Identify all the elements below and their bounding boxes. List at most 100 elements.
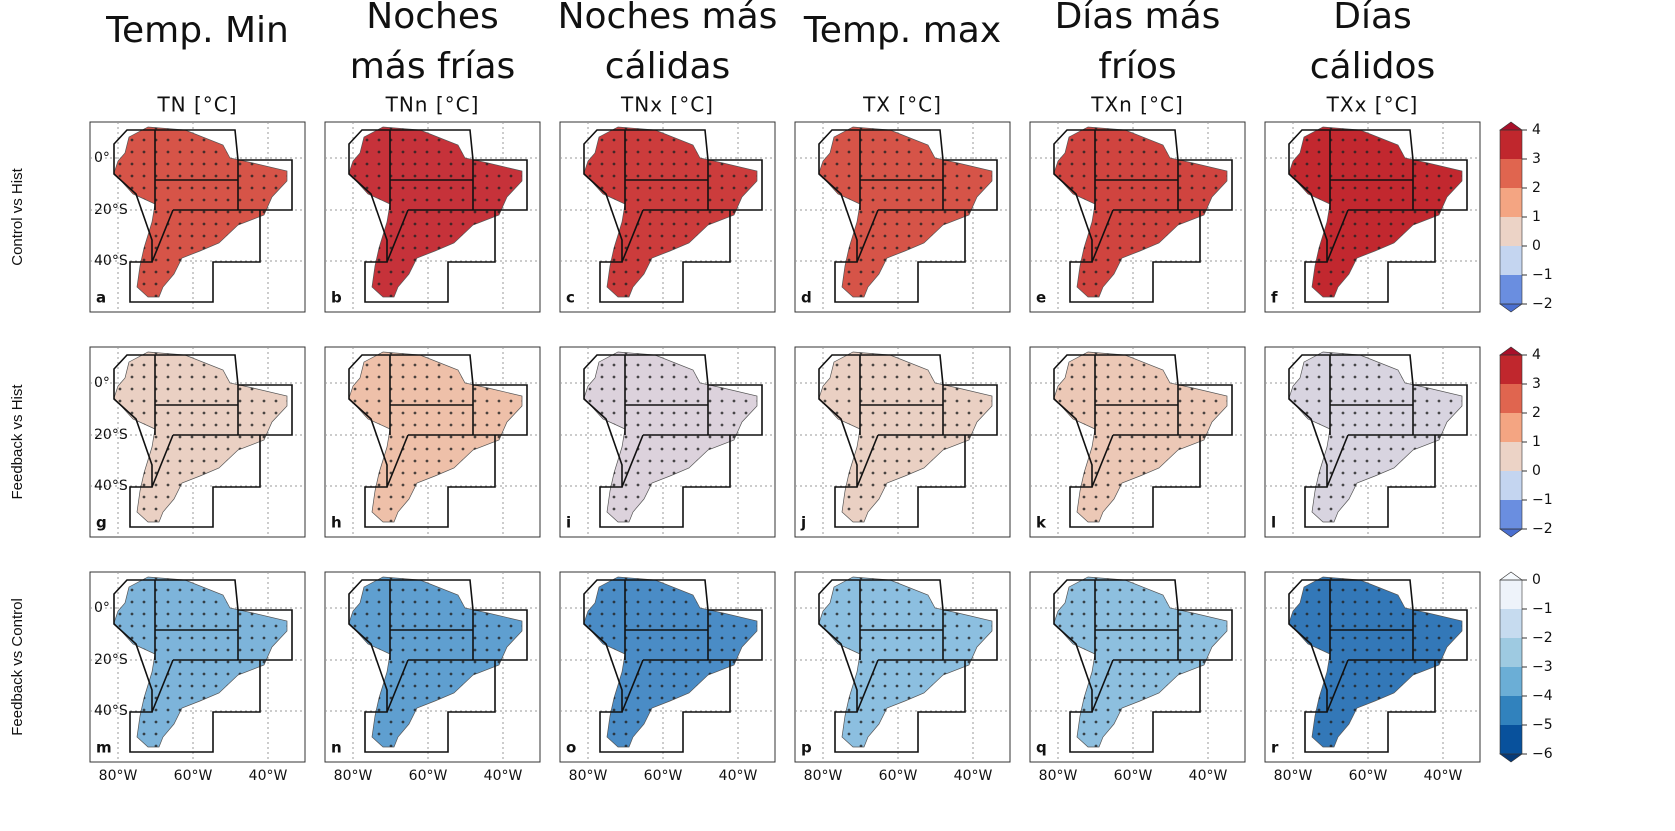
lat-tick-label: 40°S bbox=[94, 478, 128, 494]
colorbar-tick-label: 1 bbox=[1532, 434, 1541, 450]
colorbar-segment bbox=[1500, 275, 1522, 304]
colorbar-segment bbox=[1500, 471, 1522, 500]
colorbar-extension bbox=[1500, 529, 1522, 537]
lat-tick-label: 40°S bbox=[94, 253, 128, 269]
lat-tick-label: 0° bbox=[94, 150, 110, 166]
colorbar-tick-label: −5 bbox=[1532, 717, 1553, 733]
panel-letter: l bbox=[1271, 514, 1276, 532]
column-subtitle: TNn [°C] bbox=[385, 93, 480, 117]
panel-letter: p bbox=[801, 739, 812, 757]
colorbar-tick-label: 3 bbox=[1532, 376, 1541, 392]
column-title: más frías bbox=[350, 46, 516, 87]
map-panel: e bbox=[1030, 122, 1245, 312]
column-subtitle: TXn [°C] bbox=[1090, 93, 1184, 117]
map-panel: g0°20°S40°S bbox=[90, 347, 305, 537]
map-panel: i bbox=[560, 347, 775, 537]
map-panel: d bbox=[795, 122, 1010, 312]
map-panel: k bbox=[1030, 347, 1245, 537]
lon-tick-label: 40°W bbox=[484, 768, 523, 784]
colorbar-segment bbox=[1500, 638, 1522, 667]
lon-tick-label: 80°W bbox=[569, 768, 608, 784]
lon-tick-label: 40°W bbox=[1189, 768, 1228, 784]
lon-tick-label: 80°W bbox=[804, 768, 843, 784]
map-panel: h bbox=[325, 347, 540, 537]
colorbar-tick-label: −6 bbox=[1532, 746, 1553, 762]
colorbar-tick-label: 0 bbox=[1532, 463, 1541, 479]
panel-letter: h bbox=[331, 514, 342, 532]
column-title: fríos bbox=[1098, 46, 1176, 87]
colorbar-tick-label: −1 bbox=[1532, 267, 1553, 283]
lon-tick-label: 60°W bbox=[409, 768, 448, 784]
lat-tick-label: 20°S bbox=[94, 202, 128, 218]
lon-tick-label: 40°W bbox=[954, 768, 993, 784]
lon-tick-label: 80°W bbox=[1039, 768, 1078, 784]
lon-tick-label: 60°W bbox=[174, 768, 213, 784]
row-label: Control vs Hist bbox=[9, 167, 26, 265]
colorbar-segment bbox=[1500, 609, 1522, 638]
colorbar-segment bbox=[1500, 442, 1522, 471]
column-subtitle: TXx [°C] bbox=[1326, 93, 1419, 117]
panel-letter: c bbox=[566, 289, 575, 307]
colorbar-tick-label: 0 bbox=[1532, 572, 1541, 588]
colorbar-segment bbox=[1500, 667, 1522, 696]
colorbar-tick-label: 2 bbox=[1532, 405, 1541, 421]
colorbar-tick-label: −2 bbox=[1532, 521, 1553, 537]
column-title: Temp. max bbox=[803, 10, 1001, 51]
panel-letter: m bbox=[96, 739, 112, 757]
panel-letter: n bbox=[331, 739, 342, 757]
map-panel: f bbox=[1265, 122, 1480, 312]
colorbar-segment bbox=[1500, 725, 1522, 754]
panel-letter: q bbox=[1036, 739, 1047, 757]
colorbar-segment bbox=[1500, 217, 1522, 246]
colorbar-tick-label: 2 bbox=[1532, 180, 1541, 196]
lon-tick-label: 40°W bbox=[249, 768, 288, 784]
lon-tick-label: 40°W bbox=[1424, 768, 1463, 784]
colorbar-tick-label: −3 bbox=[1532, 659, 1553, 675]
column-title: Noches bbox=[366, 0, 498, 37]
row-label: Feedback vs Hist bbox=[9, 384, 26, 500]
column-title: Temp. Min bbox=[105, 10, 289, 51]
colorbar-extension bbox=[1500, 304, 1522, 312]
lat-tick-label: 0° bbox=[94, 375, 110, 391]
lat-tick-label: 40°S bbox=[94, 703, 128, 719]
colorbar-tick-label: −1 bbox=[1532, 492, 1553, 508]
column-title: cálidas bbox=[605, 46, 731, 87]
map-panel: l bbox=[1265, 347, 1480, 537]
colorbar-segment bbox=[1500, 246, 1522, 275]
map-panel: c bbox=[560, 122, 775, 312]
colorbar-extension bbox=[1500, 754, 1522, 762]
colorbar-segment bbox=[1500, 500, 1522, 529]
panel-letter: j bbox=[800, 514, 806, 532]
lat-tick-label: 20°S bbox=[94, 652, 128, 668]
column-title: cálidos bbox=[1310, 46, 1436, 87]
colorbar-extension bbox=[1500, 347, 1522, 355]
colorbar-extension bbox=[1500, 122, 1522, 130]
lat-tick-label: 20°S bbox=[94, 427, 128, 443]
lon-tick-label: 60°W bbox=[879, 768, 918, 784]
colorbar-tick-label: −4 bbox=[1532, 688, 1553, 704]
colorbar-segment bbox=[1500, 159, 1522, 188]
lon-tick-label: 60°W bbox=[1349, 768, 1388, 784]
column-title: Días bbox=[1333, 0, 1412, 37]
colorbar-segment bbox=[1500, 580, 1522, 609]
panel-letter: f bbox=[1271, 289, 1278, 307]
colorbar-segment bbox=[1500, 130, 1522, 159]
figure: Temp. Min TN [°C] Noches más frías TNn [°C] N… bbox=[0, 0, 1675, 827]
colorbar-segment bbox=[1500, 696, 1522, 725]
colorbar-tick-label: 4 bbox=[1532, 122, 1541, 138]
colorbar-tick-label: 4 bbox=[1532, 347, 1541, 363]
panel-letter: e bbox=[1036, 289, 1046, 307]
lon-tick-label: 80°W bbox=[1274, 768, 1313, 784]
panel-letter: k bbox=[1036, 514, 1047, 532]
column-subtitle: TN [°C] bbox=[156, 93, 237, 117]
lon-tick-label: 60°W bbox=[644, 768, 683, 784]
map-panel: a0°20°S40°S bbox=[90, 122, 305, 312]
lon-tick-label: 80°W bbox=[334, 768, 373, 784]
column-title: Noches más bbox=[558, 0, 778, 37]
panel-letter: b bbox=[331, 289, 342, 307]
panel-letter: d bbox=[801, 289, 812, 307]
colorbar-tick-label: −2 bbox=[1532, 630, 1553, 646]
map-panel: n 80°W 60°W 40°W bbox=[325, 572, 540, 784]
column-subtitle: TNx [°C] bbox=[620, 93, 714, 117]
